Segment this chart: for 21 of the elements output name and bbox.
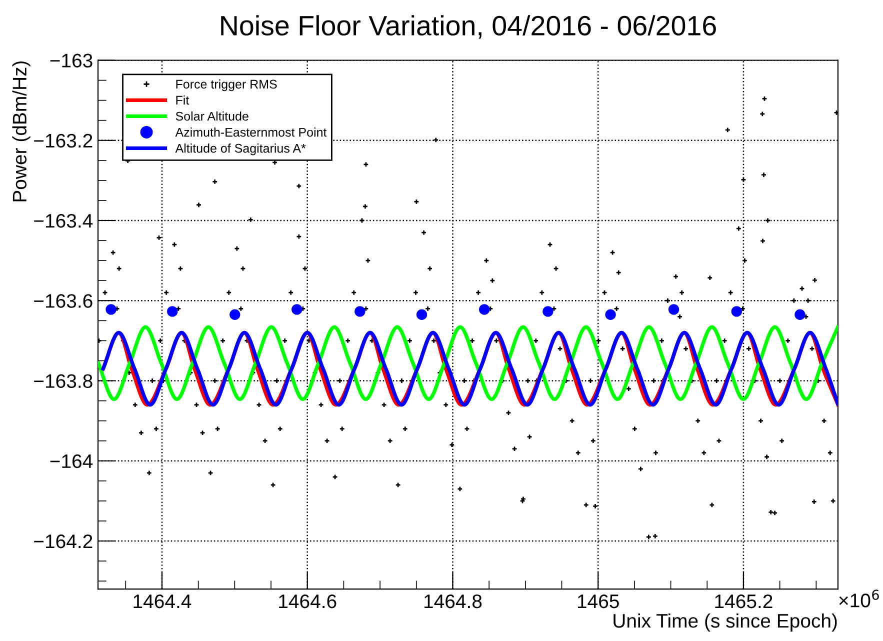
x-axis-title: Unix Time (s since Epoch) <box>614 613 837 632</box>
x-tick-label: 1464.6 <box>279 594 336 608</box>
y-axis-title: Power (dBm/Hz) <box>12 61 30 202</box>
legend-label: Solar Altitude <box>176 111 248 121</box>
y-tick-label: −164 <box>50 454 93 468</box>
legend-label: Altitude of Sagitarius A* <box>175 144 306 156</box>
x-tick-label: 1464.4 <box>134 594 192 608</box>
y-tick-label: −163.6 <box>34 294 92 308</box>
legend-label: Force trigger RMS <box>176 79 277 92</box>
legend-label: Fit <box>176 95 190 105</box>
legend-label: Azimuth-Easternmost Point <box>175 128 327 137</box>
y-tick-label: −163.8 <box>34 374 92 388</box>
x-tick-label: 1465 <box>578 594 619 608</box>
y-tick-label: −163.2 <box>34 134 92 148</box>
text: ×10$^{6}$ <box>839 590 879 608</box>
x-tick-label: 1465.2 <box>715 594 772 608</box>
chart-title: Noise Floor Variation, 04/2016 - 06/2016 <box>221 15 716 39</box>
y-tick-label: −163.4 <box>34 214 93 228</box>
x-tick-label: 1464.8 <box>424 594 482 608</box>
y-tick-label: −164.2 <box>34 534 92 548</box>
y-tick-label: −163 <box>50 54 92 68</box>
